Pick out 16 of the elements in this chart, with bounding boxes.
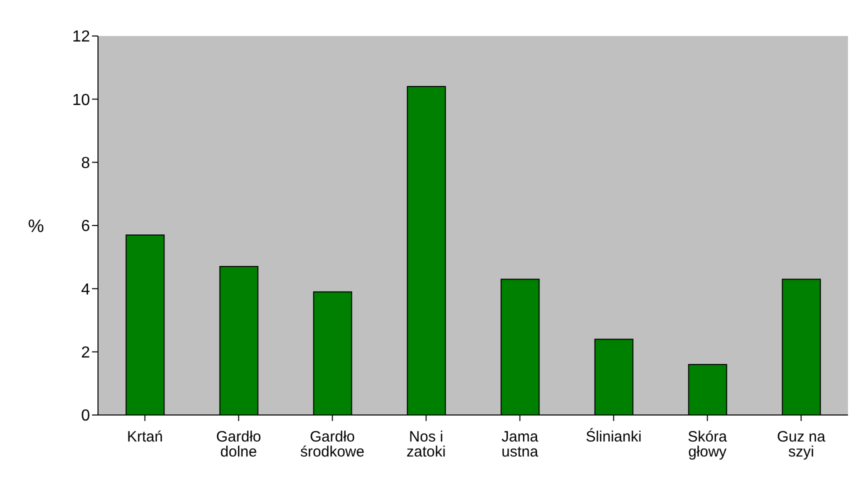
y-tick-label: 2 [81,344,90,362]
x-tick-label: Gardło dolne [216,428,262,461]
y-tick-label: 4 [81,281,90,298]
x-tick-label: Krtań [126,428,163,446]
x-tick-label: Skóra głowy [688,428,728,461]
y-tick-label: 0 [81,408,90,425]
x-tick-label: Ślinianki [586,428,642,446]
y-tick-label: 6 [81,218,90,236]
y-tick-label: 10 [72,92,90,109]
y-axis-title: % [28,216,44,236]
x-tick-label: Nos i zatoki [406,428,446,461]
y-tick-label: 8 [81,155,90,172]
x-tick-label: Jama ustna [502,428,539,461]
y-tick-label: 12 [72,28,90,46]
x-tick-label: Gardło środkowe [300,428,364,461]
x-tick-label: Guz na szyi [776,428,826,461]
